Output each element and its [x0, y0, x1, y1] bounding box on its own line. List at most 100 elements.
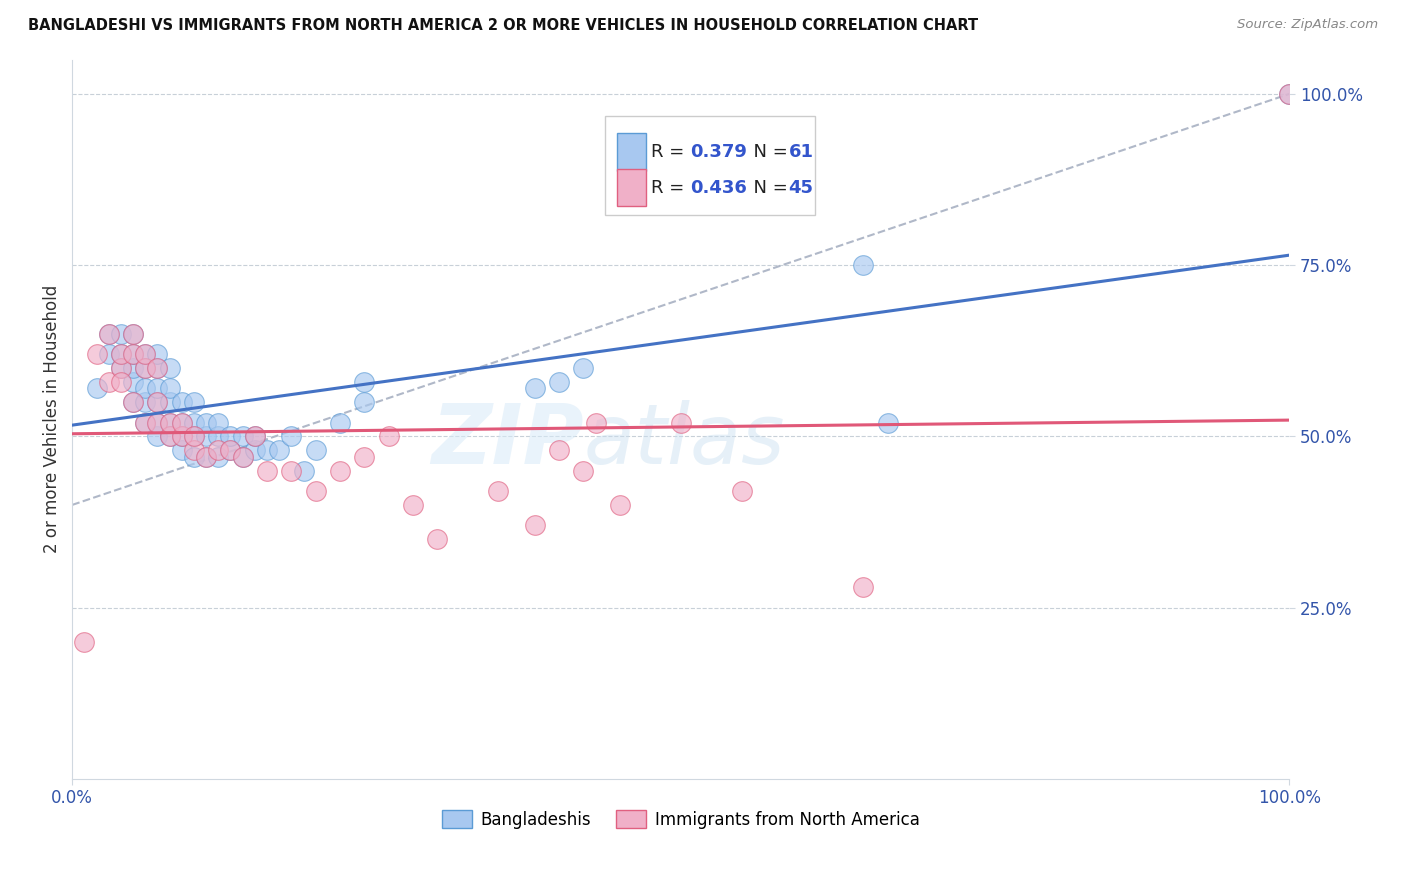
Point: [146, 416, 169, 430]
Point: [219, 429, 242, 443]
Text: 0.436: 0.436: [690, 178, 747, 197]
Point: [110, 360, 132, 375]
Point: [170, 429, 193, 443]
Point: [122, 326, 145, 341]
Text: BANGLADESHI VS IMMIGRANTS FROM NORTH AMERICA 2 OR MORE VEHICLES IN HOUSEHOLD COR: BANGLADESHI VS IMMIGRANTS FROM NORTH AME…: [28, 18, 979, 33]
Point: [195, 429, 218, 443]
Point: [146, 395, 169, 409]
Point: [256, 464, 278, 478]
Point: [146, 381, 169, 395]
Point: [548, 375, 571, 389]
Point: [183, 395, 205, 409]
Text: ZIP: ZIP: [430, 401, 583, 482]
Point: [146, 416, 169, 430]
Point: [256, 443, 278, 458]
Point: [159, 395, 181, 409]
Point: [572, 464, 595, 478]
Text: 61: 61: [789, 143, 814, 161]
Point: [146, 360, 169, 375]
Point: [183, 429, 205, 443]
Point: [1278, 87, 1301, 101]
Point: [183, 450, 205, 464]
Point: [292, 464, 315, 478]
Point: [232, 450, 254, 464]
Point: [134, 347, 156, 361]
Legend: Bangladeshis, Immigrants from North America: Bangladeshis, Immigrants from North Amer…: [436, 804, 927, 835]
Point: [548, 443, 571, 458]
Point: [183, 443, 205, 458]
Point: [280, 464, 302, 478]
Point: [122, 347, 145, 361]
Point: [159, 416, 181, 430]
Point: [146, 360, 169, 375]
Point: [207, 429, 229, 443]
Point: [170, 429, 193, 443]
Point: [353, 450, 375, 464]
Point: [159, 360, 181, 375]
Point: [134, 395, 156, 409]
Point: [207, 443, 229, 458]
Point: [134, 347, 156, 361]
Point: [97, 326, 120, 341]
Point: [243, 429, 266, 443]
Point: [110, 375, 132, 389]
Point: [134, 360, 156, 375]
Point: [122, 360, 145, 375]
Point: [134, 416, 156, 430]
Point: [669, 416, 692, 430]
Point: [353, 375, 375, 389]
Point: [219, 443, 242, 458]
Point: [159, 381, 181, 395]
Text: N =: N =: [742, 178, 794, 197]
Point: [243, 443, 266, 458]
Point: [195, 416, 218, 430]
Point: [195, 450, 218, 464]
Point: [146, 395, 169, 409]
Point: [426, 532, 449, 546]
Point: [329, 416, 352, 430]
Point: [232, 450, 254, 464]
Point: [353, 395, 375, 409]
Point: [609, 498, 631, 512]
Point: [134, 381, 156, 395]
Point: [170, 443, 193, 458]
Point: [402, 498, 425, 512]
Point: [122, 347, 145, 361]
Point: [195, 450, 218, 464]
Point: [170, 416, 193, 430]
Point: [876, 416, 898, 430]
Point: [146, 347, 169, 361]
Point: [523, 518, 546, 533]
Point: [305, 484, 328, 499]
Text: 0.379: 0.379: [690, 143, 747, 161]
Text: N =: N =: [742, 143, 794, 161]
Point: [86, 347, 108, 361]
Point: [159, 429, 181, 443]
Point: [523, 381, 546, 395]
Text: Source: ZipAtlas.com: Source: ZipAtlas.com: [1237, 18, 1378, 31]
Point: [97, 375, 120, 389]
Point: [207, 416, 229, 430]
Text: 45: 45: [789, 178, 814, 197]
Point: [159, 429, 181, 443]
Point: [110, 347, 132, 361]
Point: [73, 635, 96, 649]
Point: [269, 443, 291, 458]
Point: [852, 258, 875, 272]
Point: [243, 429, 266, 443]
Text: R =: R =: [651, 143, 690, 161]
Point: [170, 416, 193, 430]
Point: [110, 326, 132, 341]
Point: [86, 381, 108, 395]
Point: [159, 416, 181, 430]
Point: [97, 326, 120, 341]
Point: [232, 429, 254, 443]
Point: [1278, 87, 1301, 101]
Point: [146, 429, 169, 443]
Point: [134, 360, 156, 375]
Text: atlas: atlas: [583, 401, 785, 482]
Point: [329, 464, 352, 478]
Point: [377, 429, 399, 443]
Point: [305, 443, 328, 458]
Point: [122, 326, 145, 341]
